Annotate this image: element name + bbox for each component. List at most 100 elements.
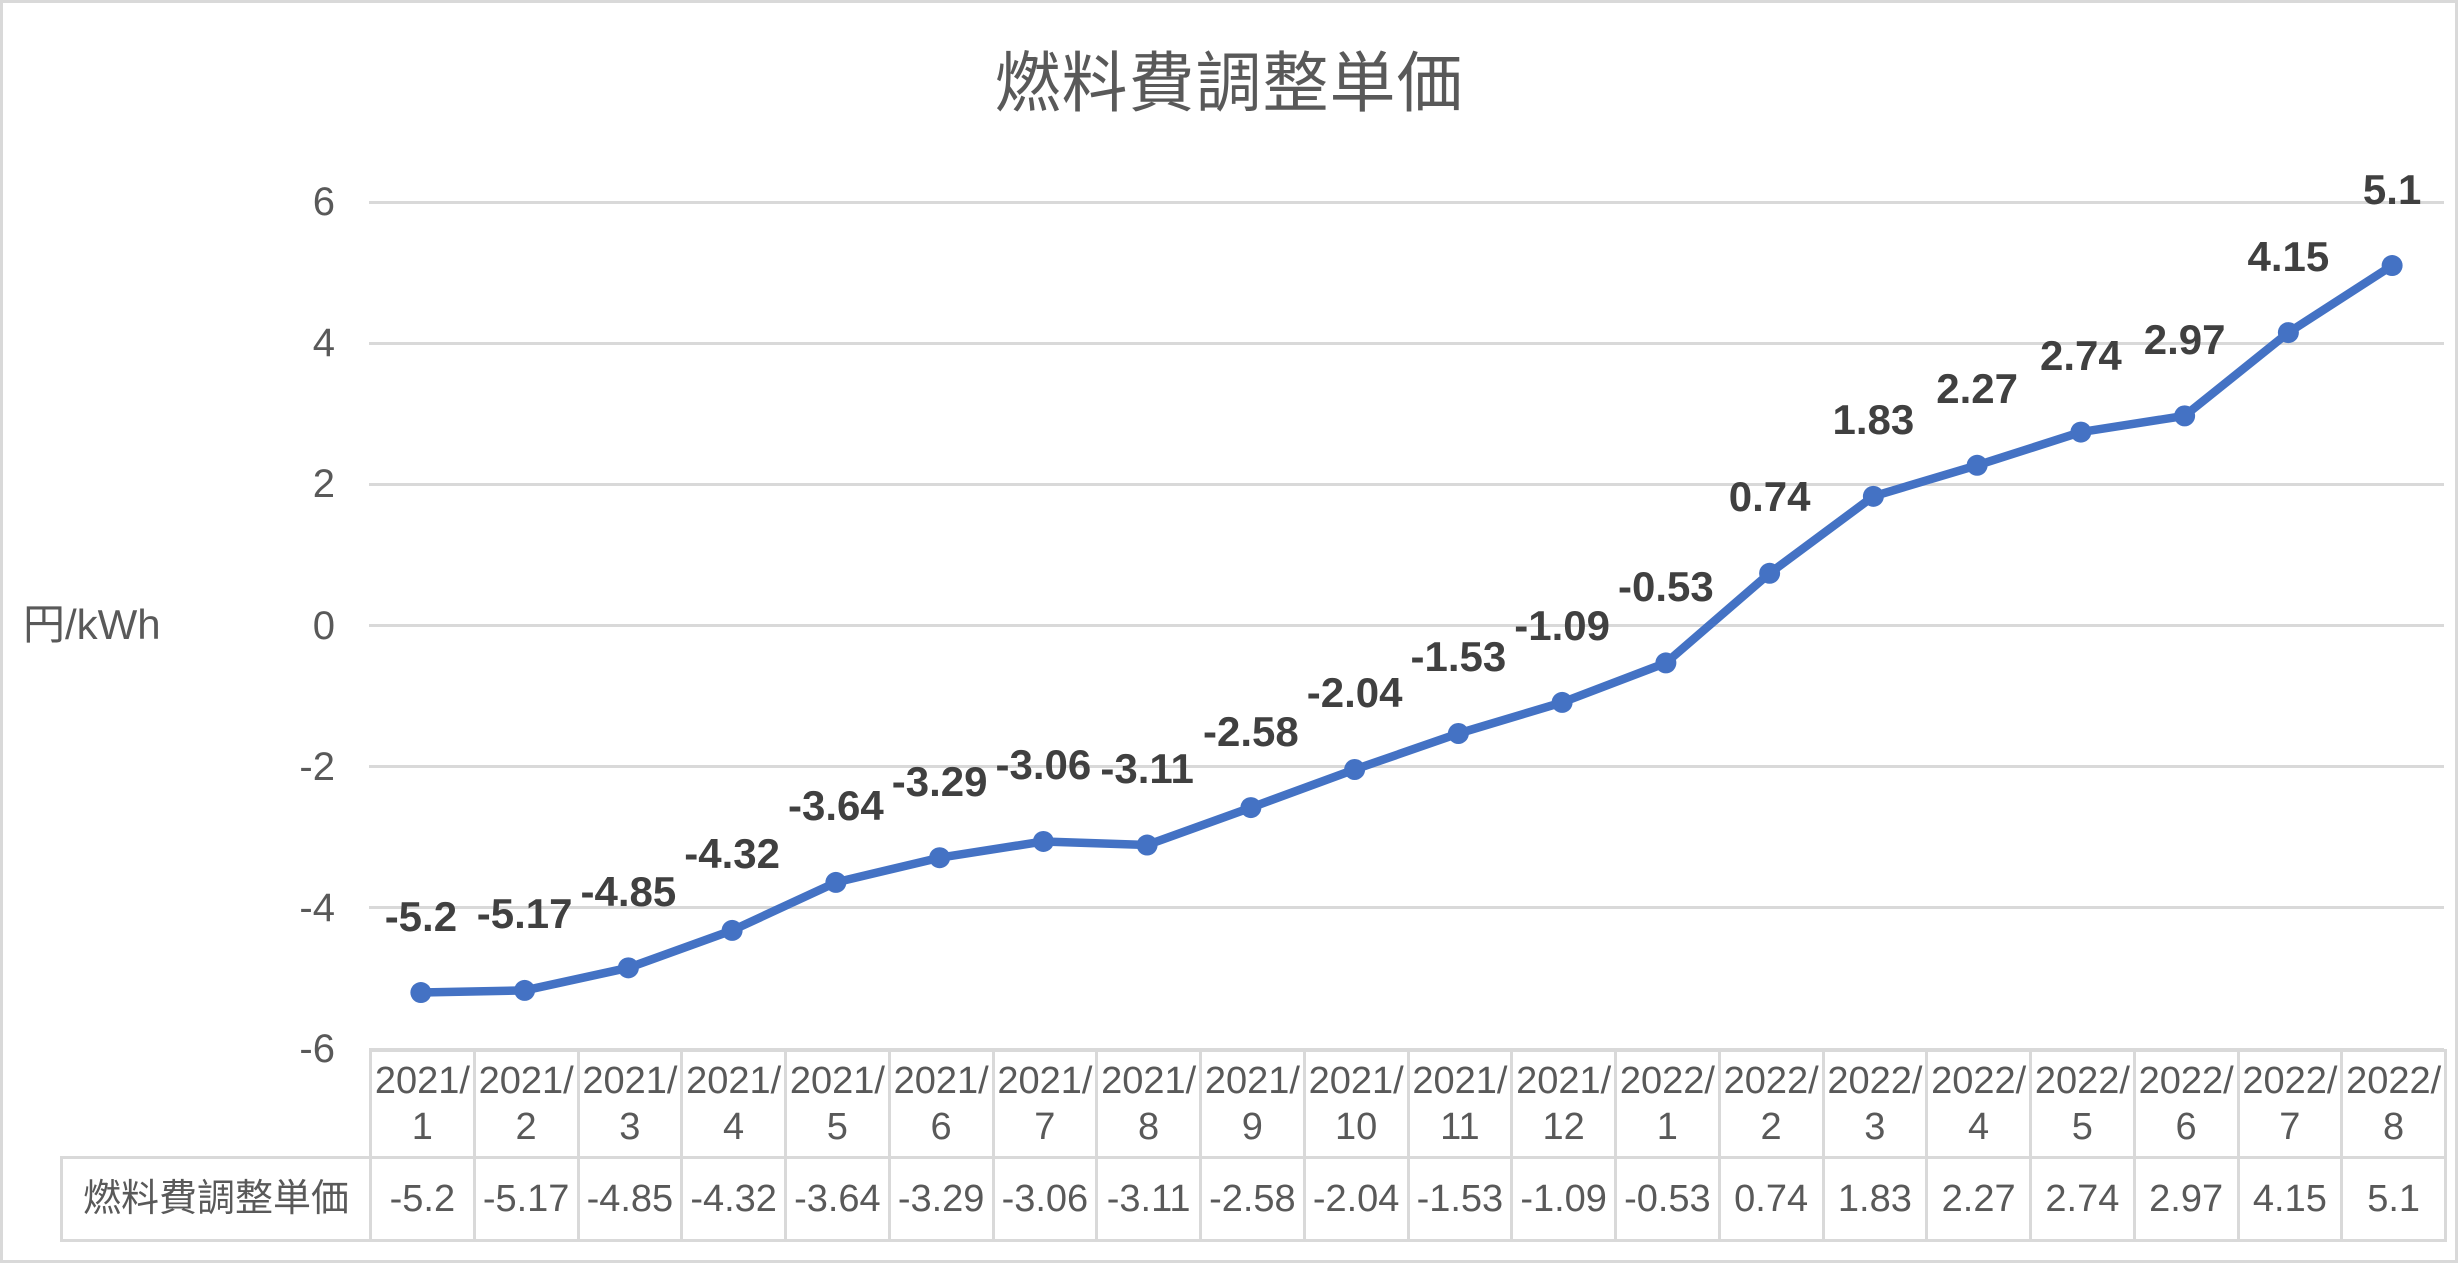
data-label: -3.64 xyxy=(788,782,884,830)
data-label: -3.11 xyxy=(1100,745,1194,792)
table-date-header-cell: 2022/3 xyxy=(1821,1049,1929,1159)
gridline xyxy=(369,765,2444,769)
table-value-cell: 1.83 xyxy=(1821,1156,1929,1242)
data-point-marker xyxy=(2277,322,2299,344)
table-date-header-cell: 2021/4 xyxy=(680,1049,787,1159)
table-date-header-cell: 2021/2 xyxy=(472,1049,580,1159)
data-label: 2.74 xyxy=(2040,332,2122,380)
table-value-cell: 2.74 xyxy=(2029,1156,2136,1242)
data-label: 2.97 xyxy=(2143,315,2226,363)
table-date-header-cell: 2021/12 xyxy=(1510,1049,1617,1159)
table-date-header-cell: 2021/5 xyxy=(784,1049,891,1159)
data-label: 4.15 xyxy=(2247,232,2330,280)
data-point-marker xyxy=(1344,758,1366,780)
gridline xyxy=(369,624,2444,627)
y-axis-tick-label: 4 xyxy=(312,321,335,366)
y-axis-tick-label: 2 xyxy=(312,462,335,507)
table-row-header: 燃料費調整単価 xyxy=(60,1156,372,1242)
table-value-cell: 0.74 xyxy=(1717,1156,1825,1242)
series-line xyxy=(416,261,2397,997)
data-point-marker xyxy=(410,982,432,1004)
table-value-cell: -4.32 xyxy=(680,1156,787,1242)
data-label: -2.04 xyxy=(1306,669,1403,717)
table-date-header-cell: 2022/2 xyxy=(1717,1049,1825,1159)
data-point-marker xyxy=(1966,454,1988,476)
data-label: 1.83 xyxy=(1832,396,1915,444)
table-value-cell: -3.06 xyxy=(991,1156,1099,1242)
y-axis-tick-label: -4 xyxy=(299,885,335,930)
table-value-cell: -2.58 xyxy=(1199,1156,1306,1242)
data-label: -0.53 xyxy=(1618,562,1714,610)
data-point-marker xyxy=(2381,255,2403,277)
table-value-cell: -3.64 xyxy=(784,1156,891,1242)
table-value-cell: -5.2 xyxy=(369,1156,476,1242)
table-date-header-cell: 2022/7 xyxy=(2236,1049,2344,1159)
data-point-marker xyxy=(721,919,743,941)
table-date-header-cell: 2022/6 xyxy=(2132,1049,2240,1159)
data-point-marker xyxy=(514,979,536,1001)
table-date-header-cell: 2022/4 xyxy=(1925,1049,2032,1159)
data-label: 5.1 xyxy=(2362,165,2422,213)
table-date-header-cell: 2021/8 xyxy=(1095,1049,1202,1159)
table-date-header-cell: 2022/1 xyxy=(1614,1049,1721,1159)
table-date-header-cell: 2021/6 xyxy=(887,1049,995,1159)
data-point-marker xyxy=(929,847,951,869)
gridline xyxy=(369,482,2444,486)
data-label: 0.74 xyxy=(1728,473,1811,521)
data-point-marker xyxy=(1551,691,1573,713)
table-date-header-cell: 2021/10 xyxy=(1302,1049,1410,1159)
table-value-cell: 5.1 xyxy=(2340,1156,2447,1242)
gridline xyxy=(369,341,2444,345)
y-axis-tick-label: 0 xyxy=(312,603,335,648)
data-point-marker xyxy=(1447,722,1469,744)
data-point-marker xyxy=(825,871,847,893)
data-point-marker xyxy=(1759,562,1781,584)
table-value-cell: -0.53 xyxy=(1614,1156,1721,1242)
table-date-header-cell: 2022/5 xyxy=(2029,1049,2136,1159)
data-label: -3.06 xyxy=(995,741,1092,789)
table-value-cell: -5.17 xyxy=(472,1156,580,1242)
data-point-marker xyxy=(2070,421,2092,443)
data-label: -4.32 xyxy=(684,830,780,878)
y-axis-tick-label: 6 xyxy=(312,180,335,224)
table-corner-spacer xyxy=(62,1051,371,1158)
chart-title: 燃料費調整単価 xyxy=(994,46,1464,120)
table-date-header-cell: 2021/1 xyxy=(369,1049,476,1159)
data-point-marker xyxy=(1862,485,1884,507)
data-point-marker xyxy=(1032,830,1054,852)
data-label: -4.85 xyxy=(580,867,677,915)
data-label: 2.27 xyxy=(1936,365,2018,413)
y-axis-tick-label: -6 xyxy=(299,1027,335,1071)
data-point-marker xyxy=(1136,834,1158,856)
data-point-marker xyxy=(2174,405,2196,427)
table-value-cell: -1.09 xyxy=(1510,1156,1617,1242)
y-axis-unit-label: 円/kWh xyxy=(23,601,161,648)
table-date-header-cell: 2021/11 xyxy=(1406,1049,1514,1159)
data-label: -1.53 xyxy=(1410,633,1507,681)
data-label: -5.17 xyxy=(476,890,573,938)
data-label: -3.29 xyxy=(891,757,988,805)
table-value-cell: 2.27 xyxy=(1925,1156,2032,1242)
table-date-header-cell: 2021/9 xyxy=(1199,1049,1306,1159)
data-table: 2021/1 2021/2 2021/3 2021/4 2021/5 2021/6 2021… xyxy=(60,1049,2447,1242)
data-point-marker xyxy=(1240,797,1262,819)
table-value-cell: -4.85 xyxy=(576,1156,684,1242)
data-label: -1.09 xyxy=(1514,602,1610,650)
table-value-cell: 2.97 xyxy=(2132,1156,2240,1242)
data-point-marker xyxy=(1655,652,1677,674)
gridline xyxy=(369,1047,2444,1051)
table-value-cell: -3.29 xyxy=(887,1156,995,1242)
data-label: -5.2 xyxy=(384,892,458,940)
table-value-cell: -3.11 xyxy=(1095,1156,1202,1242)
table-date-header-cell: 2021/3 xyxy=(576,1049,684,1159)
table-value-cell: -2.04 xyxy=(1302,1156,1410,1242)
data-point-marker xyxy=(617,957,639,979)
table-date-header-cell: 2022/8 xyxy=(2340,1049,2447,1159)
table-date-header-cell: 2021/7 xyxy=(991,1049,1099,1159)
data-label: -2.58 xyxy=(1203,707,1299,755)
line-series-layer xyxy=(410,255,2403,1004)
gridline xyxy=(369,200,2444,204)
gridline xyxy=(369,906,2444,910)
table-value-cell: 4.15 xyxy=(2236,1156,2344,1242)
